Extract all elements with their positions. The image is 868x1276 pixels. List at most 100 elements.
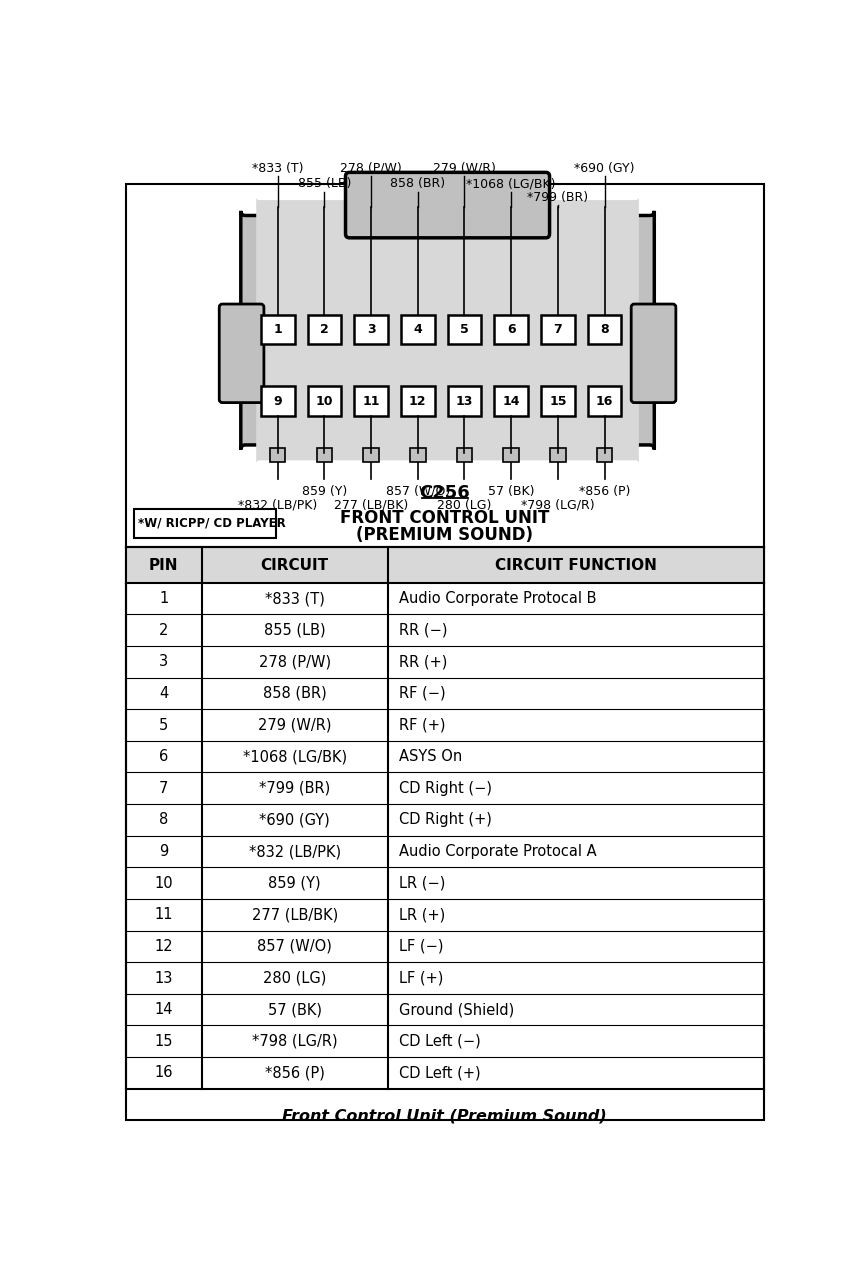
Text: 11: 11 [155, 907, 173, 923]
Text: 3: 3 [367, 323, 376, 336]
Text: 277 (LB/BK): 277 (LB/BK) [334, 499, 408, 512]
Text: Front Control Unit (Premium Sound): Front Control Unit (Premium Sound) [282, 1108, 608, 1123]
Text: *799 (BR): *799 (BR) [527, 191, 589, 204]
Text: *690 (GY): *690 (GY) [260, 813, 330, 827]
Text: 2: 2 [320, 323, 329, 336]
Text: RR (−): RR (−) [399, 623, 448, 638]
Text: FRONT CONTROL UNIT: FRONT CONTROL UNIT [340, 509, 549, 527]
Text: 857 (W/O): 857 (W/O) [257, 939, 332, 954]
Text: (PREMIUM SOUND): (PREMIUM SOUND) [357, 526, 533, 544]
Text: 858 (BR): 858 (BR) [263, 686, 326, 701]
Text: 278 (P/W): 278 (P/W) [340, 162, 402, 175]
FancyBboxPatch shape [240, 211, 654, 449]
Text: *799 (BR): *799 (BR) [259, 781, 331, 796]
Text: 1: 1 [159, 591, 168, 606]
Text: 279 (W/R): 279 (W/R) [258, 717, 332, 732]
Text: RR (+): RR (+) [399, 655, 448, 670]
Bar [494, 387, 528, 416]
Bar [134, 509, 276, 538]
Text: 5: 5 [460, 323, 469, 336]
Bar [550, 448, 566, 462]
Text: 855 (LB): 855 (LB) [264, 623, 326, 638]
Bar [503, 448, 519, 462]
FancyBboxPatch shape [220, 304, 264, 403]
Text: LF (−): LF (−) [399, 939, 444, 954]
Text: CIRCUIT: CIRCUIT [260, 558, 329, 573]
Bar [541, 315, 575, 345]
Text: CD Left (+): CD Left (+) [399, 1065, 481, 1081]
Text: *856 (P): *856 (P) [265, 1065, 325, 1081]
Bar [410, 448, 425, 462]
Text: 57 (BK): 57 (BK) [488, 485, 535, 498]
Text: 277 (LB/BK): 277 (LB/BK) [252, 907, 338, 923]
Text: *798 (LG/R): *798 (LG/R) [252, 1034, 338, 1049]
Bar [307, 315, 341, 345]
Bar [494, 315, 528, 345]
Text: *798 (LG/R): *798 (LG/R) [521, 499, 595, 512]
FancyBboxPatch shape [345, 172, 549, 237]
Text: CD Right (+): CD Right (+) [399, 813, 492, 827]
Text: 16: 16 [595, 394, 613, 407]
Text: 6: 6 [159, 749, 168, 764]
Text: 7: 7 [554, 323, 562, 336]
Bar [541, 387, 575, 416]
Text: Ground (Shield): Ground (Shield) [399, 1002, 515, 1017]
Bar [307, 387, 341, 416]
Bar [597, 448, 612, 462]
Bar [260, 315, 295, 345]
Text: *832 (LB/PK): *832 (LB/PK) [248, 843, 341, 859]
Bar [354, 387, 388, 416]
Text: 859 (Y): 859 (Y) [268, 875, 321, 891]
Text: Audio Corporate Protocal B: Audio Corporate Protocal B [399, 591, 597, 606]
Text: CIRCUIT FUNCTION: CIRCUIT FUNCTION [495, 558, 657, 573]
Bar [448, 387, 482, 416]
Text: 857 (W/O): 857 (W/O) [385, 485, 450, 498]
Text: 4: 4 [159, 686, 168, 701]
Text: *1068 (LG/BK): *1068 (LG/BK) [466, 177, 556, 190]
Bar [364, 448, 378, 462]
Bar [126, 547, 764, 583]
Text: *856 (P): *856 (P) [579, 485, 630, 498]
Text: 1: 1 [273, 323, 282, 336]
Text: 5: 5 [159, 717, 168, 732]
Text: PIN: PIN [149, 558, 179, 573]
Text: 13: 13 [155, 971, 173, 985]
Text: *W/ RICPP/ CD PLAYER: *W/ RICPP/ CD PLAYER [138, 517, 286, 530]
Text: RF (+): RF (+) [399, 717, 446, 732]
Text: 15: 15 [155, 1034, 173, 1049]
FancyBboxPatch shape [256, 197, 639, 463]
Text: 7: 7 [159, 781, 168, 796]
Text: 14: 14 [503, 394, 520, 407]
Bar [448, 315, 482, 345]
FancyBboxPatch shape [631, 304, 676, 403]
Text: *833 (T): *833 (T) [252, 162, 304, 175]
Text: Audio Corporate Protocal A: Audio Corporate Protocal A [399, 843, 597, 859]
Bar [457, 448, 472, 462]
Text: *833 (T): *833 (T) [265, 591, 325, 606]
Bar [317, 448, 332, 462]
Text: 12: 12 [155, 939, 173, 954]
Text: 14: 14 [155, 1002, 173, 1017]
Bar [260, 387, 295, 416]
Text: 278 (P/W): 278 (P/W) [259, 655, 331, 670]
Text: 10: 10 [155, 875, 173, 891]
Text: 12: 12 [409, 394, 426, 407]
Bar [270, 448, 286, 462]
Text: *832 (LB/PK): *832 (LB/PK) [238, 499, 318, 512]
Text: 8: 8 [600, 323, 608, 336]
Text: 9: 9 [273, 394, 282, 407]
Text: 11: 11 [362, 394, 380, 407]
Text: 15: 15 [549, 394, 567, 407]
Text: 16: 16 [155, 1065, 173, 1081]
Text: LR (+): LR (+) [399, 907, 445, 923]
Text: 3: 3 [159, 655, 168, 670]
Text: LF (+): LF (+) [399, 971, 444, 985]
Text: CD Left (−): CD Left (−) [399, 1034, 481, 1049]
Text: 6: 6 [507, 323, 516, 336]
Bar [401, 387, 435, 416]
Text: LR (−): LR (−) [399, 875, 446, 891]
Text: *1068 (LG/BK): *1068 (LG/BK) [243, 749, 346, 764]
Bar [354, 315, 388, 345]
Text: RF (−): RF (−) [399, 686, 446, 701]
Text: 859 (Y): 859 (Y) [302, 485, 347, 498]
